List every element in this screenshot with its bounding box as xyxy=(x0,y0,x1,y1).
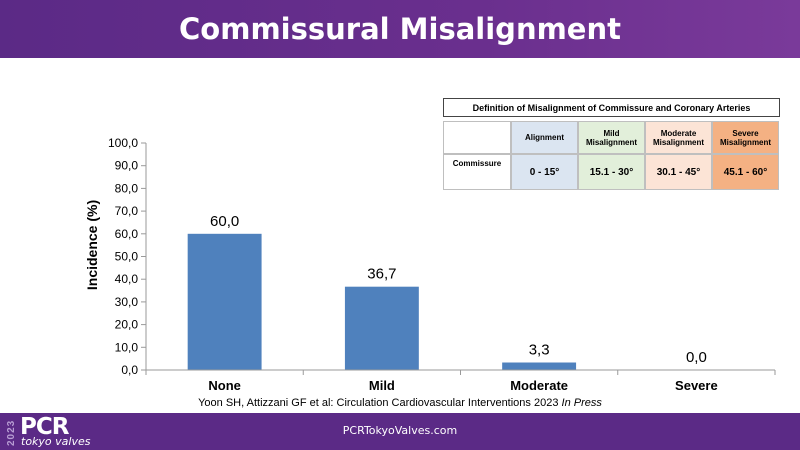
pcr-logo: 2023 PCR tokyo valves xyxy=(6,414,136,448)
source-emphasis: In Press xyxy=(561,397,602,409)
bar-chart: 0,0 10,0 20,0 30,0 40,0 50,0 60,0 70,0 80,0 90,0 1… xyxy=(84,136,776,393)
x-tick-label: Mild xyxy=(369,378,395,393)
y-axis: 0,0 10,0 20,0 30,0 40,0 50,0 60,0 70,0 80,0 90,0 1… xyxy=(108,136,147,377)
slide-footer: 2023 PCR tokyo valves PCRTokyoValves.com xyxy=(0,413,800,450)
x-axis: None Mild Moderate Severe xyxy=(145,369,776,393)
x-tick-label: Moderate xyxy=(510,378,568,393)
definition-header-cell: Mild Misalignment xyxy=(578,121,645,154)
bar xyxy=(344,286,419,370)
y-axis-label: Incidence (%) xyxy=(84,200,100,290)
definition-value-cell: 45.1 - 60° xyxy=(712,154,779,190)
source-citation: Yoon SH, Attizzani GF et al: Circulation… xyxy=(0,397,800,409)
definition-table-title: Definition of Misalignment of Commissure… xyxy=(443,98,780,117)
y-tick-label: 0,0 xyxy=(121,363,138,377)
data-label: 36,7 xyxy=(367,266,396,283)
definition-value-cell: 30.1 - 45° xyxy=(645,154,712,190)
x-tick-label: None xyxy=(208,378,241,393)
y-tick-label: 60,0 xyxy=(115,227,139,241)
data-label: 0,0 xyxy=(686,349,707,366)
slide-title: Commissural Misalignment xyxy=(179,12,621,46)
definition-header-cell: Alignment xyxy=(511,121,578,154)
source-text: Yoon SH, Attizzani GF et al: Circulation… xyxy=(198,397,559,409)
y-tick-label: 50,0 xyxy=(115,250,139,264)
logo-sub: tokyo valves xyxy=(21,435,91,448)
definition-header-cell: Severe Misalignment xyxy=(712,121,779,154)
y-tick-label: 40,0 xyxy=(115,272,139,286)
definition-value-cell: 15.1 - 30° xyxy=(578,154,645,190)
bar xyxy=(502,362,577,370)
y-tick-label: 20,0 xyxy=(115,318,139,332)
footer-url: PCRTokyoValves.com xyxy=(342,424,458,437)
definition-header-cell xyxy=(443,121,511,154)
logo-main: PCR xyxy=(20,414,69,440)
y-tick-label: 70,0 xyxy=(115,204,139,218)
data-label: 3,3 xyxy=(529,342,550,359)
x-tick-label: Severe xyxy=(675,378,718,393)
y-tick-label: 90,0 xyxy=(115,159,139,173)
data-label: 60,0 xyxy=(210,213,239,230)
bar xyxy=(187,233,262,370)
y-tick-label: 100,0 xyxy=(108,136,138,150)
definition-row-label: Commissure xyxy=(443,154,511,190)
y-tick-label: 10,0 xyxy=(115,340,139,354)
bars: 60,0 36,7 3,3 0,0 xyxy=(187,213,707,370)
slide-header: Commissural Misalignment xyxy=(0,0,800,58)
y-tick-label: 30,0 xyxy=(115,295,139,309)
definition-header-cell: Moderate Misalignment xyxy=(645,121,712,154)
definition-value-cell: 0 - 15° xyxy=(511,154,578,190)
y-tick-label: 80,0 xyxy=(115,181,139,195)
